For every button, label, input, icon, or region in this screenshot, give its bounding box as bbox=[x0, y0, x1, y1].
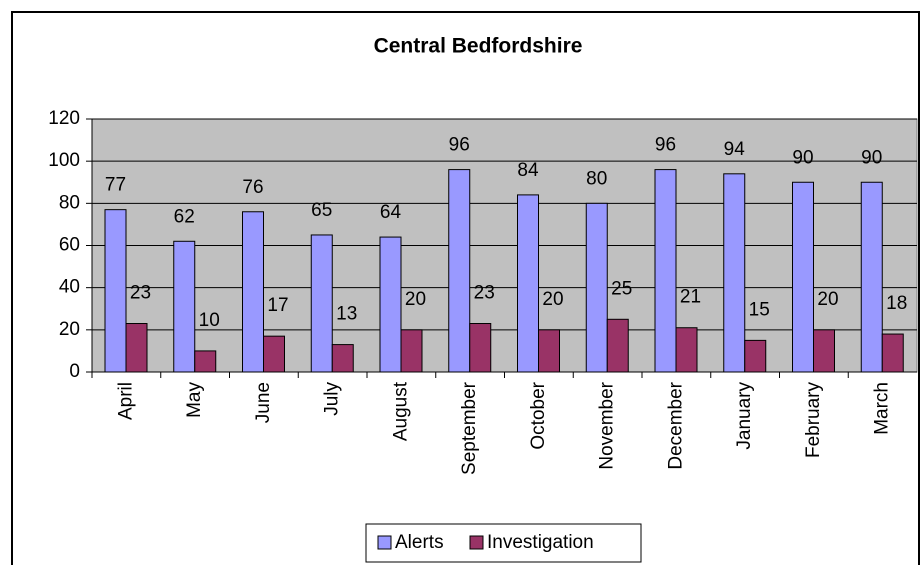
data-label: 23 bbox=[130, 283, 151, 304]
legend-swatch bbox=[377, 535, 392, 550]
x-tick-label: March bbox=[872, 382, 893, 435]
bar bbox=[379, 236, 402, 373]
bar bbox=[585, 202, 608, 373]
y-tick-label: 20 bbox=[59, 319, 80, 340]
x-tick-label: December bbox=[665, 381, 686, 469]
bar bbox=[744, 339, 767, 373]
data-label: 96 bbox=[449, 135, 470, 156]
data-label: 90 bbox=[861, 147, 882, 168]
x-tick-label: May bbox=[184, 382, 205, 418]
bar bbox=[173, 240, 196, 373]
bar bbox=[242, 211, 264, 373]
x-tick-label: April bbox=[115, 382, 136, 420]
bar bbox=[675, 327, 698, 373]
data-label: 96 bbox=[655, 135, 676, 156]
y-tick-label: 60 bbox=[59, 235, 80, 256]
data-label: 90 bbox=[792, 147, 813, 168]
x-tick-label: November bbox=[597, 381, 618, 469]
data-label: 64 bbox=[380, 202, 402, 223]
x-tick-label: February bbox=[803, 382, 824, 459]
bar bbox=[881, 333, 904, 373]
chart-title: Central Bedfordshire bbox=[374, 35, 583, 58]
bar bbox=[125, 323, 148, 373]
bar bbox=[469, 323, 492, 373]
bar bbox=[517, 194, 539, 373]
data-label: 15 bbox=[749, 299, 770, 320]
bar bbox=[606, 318, 629, 373]
data-label: 94 bbox=[724, 139, 746, 160]
data-label: 65 bbox=[311, 200, 332, 221]
data-label: 76 bbox=[242, 177, 263, 198]
y-tick-label: 120 bbox=[48, 108, 80, 129]
data-label: 17 bbox=[267, 295, 288, 316]
y-tick-label: 40 bbox=[59, 277, 80, 298]
bar bbox=[860, 181, 883, 373]
bar bbox=[792, 181, 814, 373]
data-label: 21 bbox=[680, 287, 701, 308]
bar bbox=[331, 344, 354, 373]
data-label: 20 bbox=[817, 289, 838, 310]
x-tick-label: July bbox=[322, 382, 343, 416]
data-label: 13 bbox=[336, 304, 357, 325]
bar bbox=[310, 234, 333, 373]
data-label: 23 bbox=[474, 283, 495, 304]
x-tick-label: October bbox=[528, 381, 549, 449]
data-label: 62 bbox=[174, 206, 195, 227]
bar bbox=[654, 169, 677, 373]
legend-label: Alerts bbox=[395, 532, 444, 553]
data-label: 20 bbox=[542, 289, 563, 310]
legend-label: Investigation bbox=[487, 532, 594, 553]
bar bbox=[400, 329, 423, 373]
x-tick-label: January bbox=[734, 382, 755, 450]
x-tick-label: September bbox=[459, 381, 480, 475]
legend-swatch bbox=[469, 535, 484, 550]
data-label: 77 bbox=[105, 175, 126, 196]
bar bbox=[263, 335, 285, 373]
bar bbox=[723, 173, 746, 373]
data-label: 20 bbox=[405, 289, 426, 310]
y-tick-label: 100 bbox=[48, 150, 80, 171]
x-tick-label: June bbox=[253, 382, 274, 423]
bar bbox=[538, 329, 560, 373]
x-tick-label: August bbox=[390, 381, 411, 441]
bar bbox=[813, 329, 835, 373]
data-label: 18 bbox=[886, 293, 907, 314]
data-label: 80 bbox=[586, 168, 607, 189]
bar bbox=[194, 350, 217, 373]
bar bbox=[448, 169, 471, 373]
legend-box bbox=[365, 523, 642, 563]
data-label: 84 bbox=[517, 160, 539, 181]
y-tick-label: 80 bbox=[59, 192, 80, 213]
data-label: 25 bbox=[611, 278, 632, 299]
y-tick-label: 0 bbox=[69, 361, 80, 382]
bar bbox=[104, 209, 127, 373]
data-label: 10 bbox=[199, 310, 220, 331]
